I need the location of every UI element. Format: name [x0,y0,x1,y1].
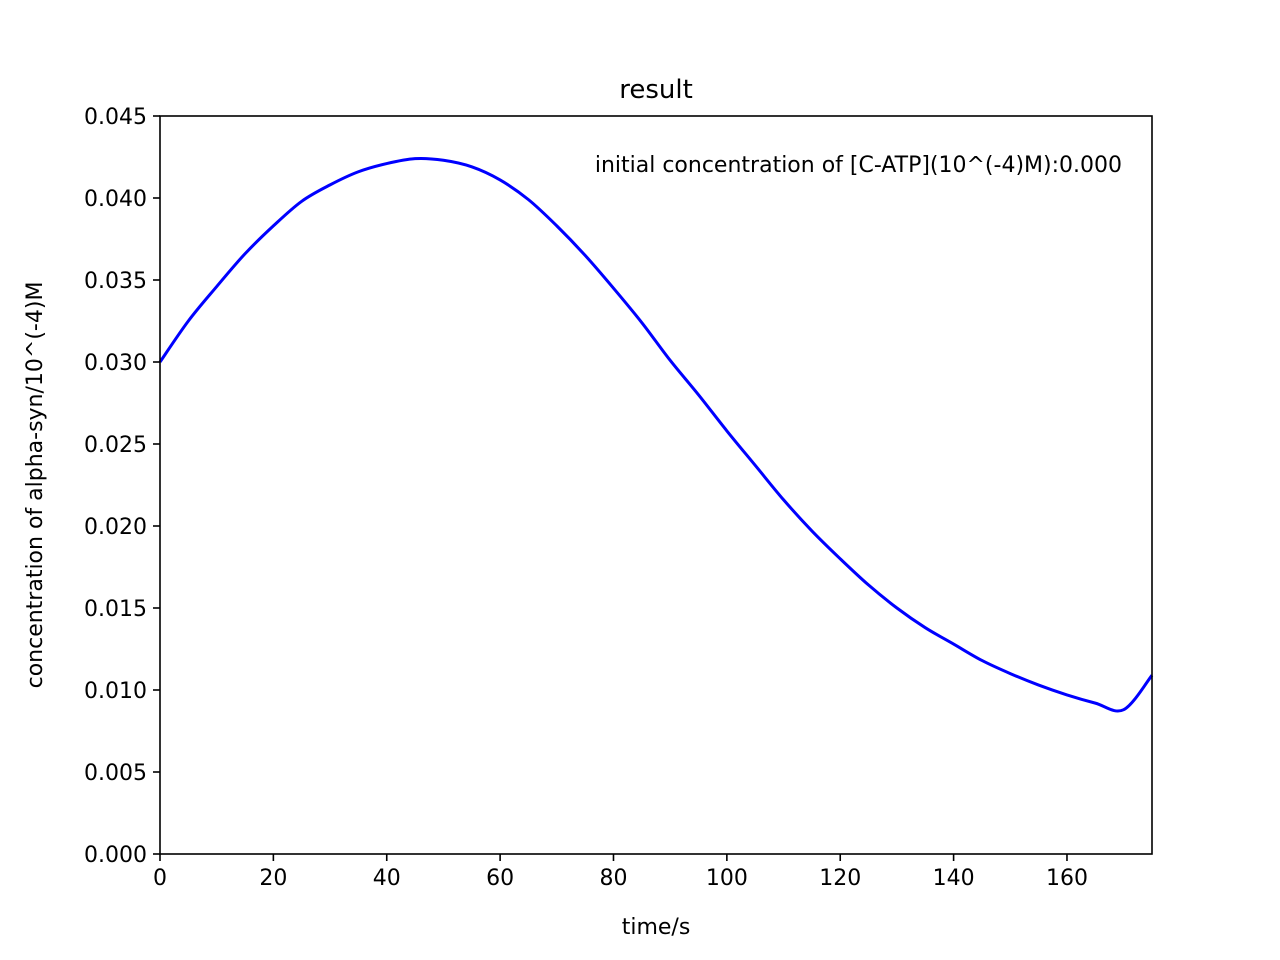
x-tick-label: 120 [819,866,861,891]
x-tick-label: 40 [373,866,401,891]
x-axis: 0 20 40 60 80 100 120 140 160 [153,854,1088,891]
chart-title: result [619,75,693,105]
x-tick-label: 60 [486,866,514,891]
y-tick-label: 0.010 [84,679,147,704]
x-tick-label: 80 [599,866,627,891]
x-tick-label: 100 [706,866,748,891]
chart-annotation: initial concentration of [C-ATP](10^(-4)… [595,153,1122,178]
x-tick-label: 0 [153,866,167,891]
x-tick-label: 140 [933,866,975,891]
y-tick-label: 0.045 [84,105,147,130]
y-tick-label: 0.025 [84,433,147,458]
y-tick-label: 0.040 [84,187,147,212]
y-tick-label: 0.000 [84,843,147,868]
y-tick-label: 0.035 [84,269,147,294]
x-tick-label: 160 [1046,866,1088,891]
y-tick-label: 0.020 [84,515,147,540]
x-tick-label: 20 [259,866,287,891]
x-axis-label: time/s [622,915,691,940]
y-tick-label: 0.015 [84,597,147,622]
y-axis: 0.000 0.005 0.010 0.015 0.020 0.025 0.030 0.035… [84,105,160,868]
y-axis-label: concentration of alpha-syn/10^(-4)M [23,282,48,689]
y-tick-label: 0.005 [84,761,147,786]
y-tick-label: 0.030 [84,351,147,376]
series-line [158,156,1154,713]
plot-frame [159,115,1153,855]
